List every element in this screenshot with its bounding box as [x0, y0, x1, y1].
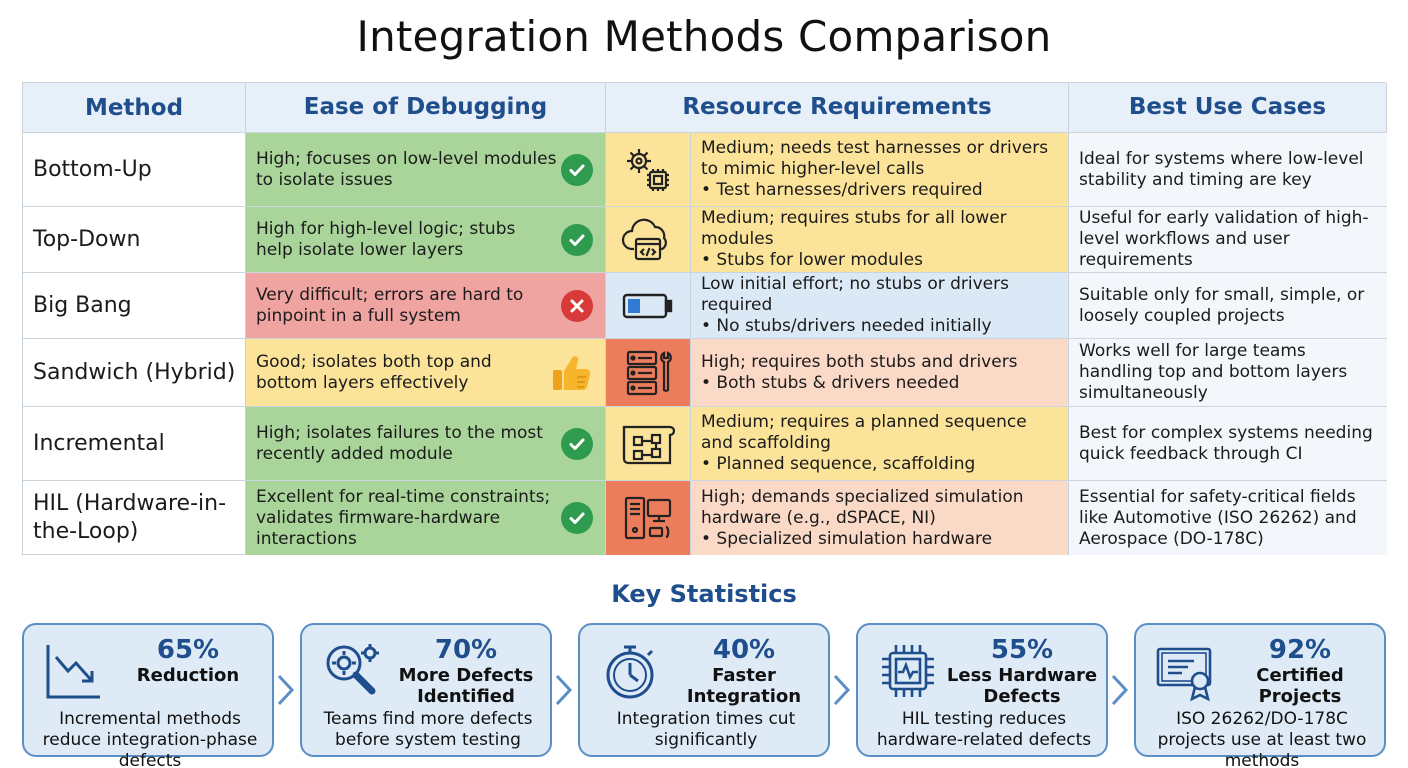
table-row: Incremental High; isolates failures to t… — [23, 407, 1387, 481]
resource-text: High; requires both stubs and drivers — [701, 351, 1018, 372]
table-row: Top-Down High for high-level logic; stub… — [23, 207, 1387, 273]
method-name: Top-Down — [23, 207, 246, 272]
resource-bullet: • Specialized simulation hardware — [701, 528, 993, 549]
cross-icon — [561, 289, 593, 322]
ease-text: Good; isolates both top and bottom layer… — [256, 351, 492, 393]
stat-card: 70% More Defects Identified Teams find m… — [300, 623, 552, 757]
table-row: Big Bang Very difficult; errors are hard… — [23, 273, 1387, 339]
resource-cell: High; requires both stubs and drivers • … — [691, 339, 1069, 406]
stat-percentage: 65% — [156, 635, 220, 665]
table-row: Sandwich (Hybrid) Good; isolates both to… — [23, 339, 1387, 407]
certificate-icon — [1156, 647, 1212, 702]
resource-bullet: • Planned sequence, scaffolding — [701, 454, 976, 474]
use-case-text: Suitable only for small, simple, or loos… — [1069, 273, 1387, 338]
stat-card: 65% Reduction Incremental methods reduce… — [22, 623, 274, 768]
stat-label: Less Hardware Defects — [946, 665, 1098, 707]
ease-cell: High for high-level logic; stubs help is… — [246, 207, 606, 272]
check-icon — [561, 223, 593, 256]
resource-cell: Low initial effort; no stubs or drivers … — [691, 273, 1069, 338]
stopwatch-icon — [606, 645, 654, 699]
stat-description: Integration times cut significantly — [616, 709, 796, 750]
stat-description: Incremental methods reduce integration-p… — [42, 709, 258, 768]
page-title: Integration Methods Comparison — [356, 12, 1052, 61]
blueprint-icon — [606, 407, 691, 480]
use-case-text: Ideal for systems where low-level stabil… — [1069, 133, 1387, 206]
use-case-text: Useful for early validation of high-leve… — [1069, 207, 1387, 272]
method-name: Sandwich (Hybrid) — [23, 339, 246, 406]
key-statistics-heading: Key Statistics — [611, 580, 797, 608]
trending-down-chart-icon — [46, 645, 100, 699]
check-icon — [561, 427, 593, 460]
stat-label: Reduction — [136, 665, 240, 686]
resource-cell: High; demands specialized simulation har… — [691, 481, 1069, 555]
ease-text: High; focuses on low-level modules to is… — [256, 148, 557, 190]
use-case-text: Essential for safety-critical fields lik… — [1069, 481, 1387, 555]
stat-percentage: 40% — [712, 635, 776, 665]
thumbs-up-icon — [551, 353, 593, 393]
check-icon — [561, 153, 593, 186]
ease-cell: Good; isolates both top and bottom layer… — [246, 339, 606, 406]
check-icon — [561, 502, 593, 534]
header-resource-requirements: Resource Requirements — [606, 83, 1069, 132]
header-best-use-cases: Best Use Cases — [1069, 83, 1387, 132]
chevron-right-icon — [833, 674, 851, 706]
stat-percentage: 55% — [990, 635, 1054, 665]
stat-percentage: 92% — [1268, 635, 1332, 665]
resource-cell: Medium; requires stubs for all lower mod… — [691, 207, 1069, 272]
battery-low-icon — [606, 273, 691, 338]
method-name: Incremental — [23, 407, 246, 480]
resource-text: Medium; needs test harnesses or drivers … — [701, 138, 1049, 179]
chevron-right-icon — [277, 674, 295, 706]
ease-text: High for high-level logic; stubs help is… — [256, 218, 516, 260]
chip-pulse-icon — [882, 645, 934, 697]
ease-cell: High; focuses on low-level modules to is… — [246, 133, 606, 206]
resource-bullet: • Both stubs & drivers needed — [701, 372, 960, 393]
method-name: Bottom-Up — [23, 133, 246, 206]
ease-text: Excellent for real-time constraints; val… — [256, 486, 551, 549]
computer-tower-icon — [606, 481, 691, 555]
comparison-table: Method Ease of Debugging Resource Requir… — [22, 82, 1387, 555]
resource-text: Medium; requires stubs for all lower mod… — [701, 208, 1007, 249]
chevron-right-icon — [1111, 674, 1129, 706]
resource-text: Medium; requires a planned sequence and … — [701, 412, 1027, 453]
header-method: Method — [23, 83, 246, 132]
method-name: HIL (Hardware-in-the-Loop) — [23, 481, 246, 555]
table-header-row: Method Ease of Debugging Resource Requir… — [23, 83, 1387, 133]
resource-text: High; demands specialized simulation har… — [701, 486, 1024, 528]
resource-cell: Medium; requires a planned sequence and … — [691, 407, 1069, 480]
ease-text: High; isolates failures to the most rece… — [256, 422, 543, 464]
stat-card: 55% Less Hardware Defects HIL testing re… — [856, 623, 1108, 757]
gear-chip-icon — [606, 133, 691, 206]
stat-label: More Defects Identified — [398, 665, 534, 707]
stat-description: ISO 26262/DO-178C projects use at least … — [1157, 709, 1367, 768]
stat-card: 40% Faster Integration Integration times… — [578, 623, 830, 757]
method-name: Big Bang — [23, 273, 246, 338]
use-case-text: Best for complex systems needing quick f… — [1069, 407, 1387, 480]
magnifier-gear-icon — [326, 644, 379, 695]
resource-bullet: • Stubs for lower modules — [701, 250, 923, 270]
resource-text: Low initial effort; no stubs or drivers … — [701, 274, 1009, 315]
stat-card: 92% Certified Projects ISO 26262/DO-178C… — [1134, 623, 1386, 768]
resource-cell: Medium; needs test harnesses or drivers … — [691, 133, 1069, 206]
stat-percentage: 70% — [434, 635, 498, 665]
stat-label: Faster Integration — [686, 665, 802, 707]
stat-description: Teams find more defects before system te… — [323, 709, 533, 750]
table-row: Bottom-Up High; focuses on low-level mod… — [23, 133, 1387, 207]
cloud-code-icon — [606, 207, 691, 272]
stat-description: HIL testing reduces hardware-related def… — [876, 709, 1092, 750]
server-wrench-icon — [606, 339, 691, 406]
header-ease-of-debugging: Ease of Debugging — [246, 83, 606, 132]
stat-label: Certified Projects — [1256, 665, 1344, 707]
ease-cell: Very difficult; errors are hard to pinpo… — [246, 273, 606, 338]
resource-bullet: • Test harnesses/drivers required — [701, 180, 983, 200]
resource-bullet: • No stubs/drivers needed initially — [701, 316, 992, 336]
ease-cell: High; isolates failures to the most rece… — [246, 407, 606, 480]
ease-text: Very difficult; errors are hard to pinpo… — [256, 284, 524, 326]
use-case-text: Works well for large teams handling top … — [1069, 339, 1387, 406]
ease-cell: Excellent for real-time constraints; val… — [246, 481, 606, 555]
chevron-right-icon — [555, 674, 573, 706]
table-row: HIL (Hardware-in-the-Loop) Excellent for… — [23, 481, 1387, 555]
